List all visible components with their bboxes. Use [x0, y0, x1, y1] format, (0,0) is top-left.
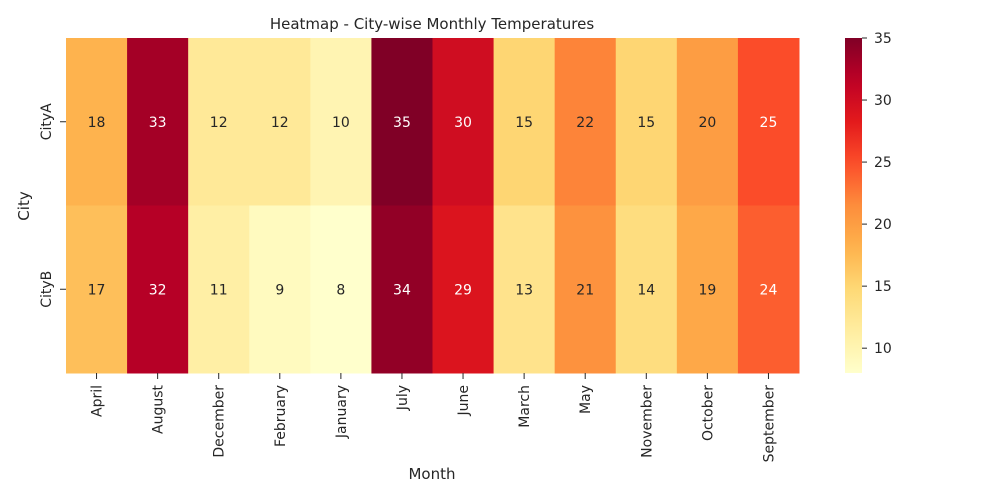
- chart-title: Heatmap - City-wise Monthly Temperatures: [270, 15, 594, 33]
- heatmap-cell: [676, 38, 739, 206]
- x-axis-title: Month: [408, 465, 455, 483]
- cell-value-label: 35: [393, 115, 411, 131]
- heatmap-cell: [249, 205, 311, 374]
- x-tick-label: November: [639, 385, 655, 458]
- x-tick-label: March: [517, 385, 533, 428]
- x-tick-label: January: [334, 385, 350, 439]
- colorbar-tick-label: 15: [874, 279, 892, 295]
- cell-value-label: 22: [576, 115, 594, 131]
- heatmap-cell: [127, 38, 189, 206]
- x-tick-label: December: [212, 385, 228, 458]
- heatmap-cell: [188, 205, 250, 374]
- heatmap-cell: [188, 38, 250, 206]
- heatmap-cell: [127, 205, 189, 374]
- heatmap-cell: [432, 38, 495, 206]
- cell-value-label: 21: [576, 282, 594, 298]
- y-tick-label: CityB: [39, 271, 55, 308]
- cell-value-label: 18: [88, 115, 106, 131]
- y-tick-label: CityA: [39, 103, 55, 140]
- heatmap-cell: [676, 205, 739, 374]
- x-tick-label: July: [395, 385, 411, 411]
- heatmap-cell: [615, 205, 678, 374]
- colorbar-gradient: [845, 38, 862, 373]
- heatmap-cell: [737, 38, 800, 206]
- heatmap-cell: [615, 38, 678, 206]
- cell-value-label: 13: [515, 282, 533, 298]
- cell-value-label: 25: [760, 115, 778, 131]
- cell-value-label: 11: [210, 282, 228, 298]
- cell-value-label: 30: [454, 115, 472, 131]
- colorbar-tick-label: 20: [874, 217, 892, 233]
- heatmap-cell: [554, 205, 617, 374]
- y-axis-title: City: [15, 191, 33, 221]
- x-tick-label: August: [151, 384, 167, 434]
- heatmap-cell: [493, 38, 556, 206]
- x-tick-label: February: [273, 385, 289, 447]
- cell-value-label: 15: [637, 115, 655, 131]
- x-tick-labels: April August December February January July Ju…: [90, 373, 777, 463]
- colorbar-tick-label: 25: [874, 155, 892, 171]
- heatmap-cells: 18 33 12 12 10 35 30 15 22 15 20 25 17 32 11 9 8 34 29 13 21…: [66, 38, 800, 374]
- x-tick-label: September: [761, 385, 777, 463]
- cell-value-label: 9: [275, 282, 284, 298]
- x-tick-label: June: [456, 385, 472, 417]
- colorbar-tick-label: 35: [874, 31, 892, 47]
- x-tick-label: May: [578, 385, 594, 414]
- heatmap-cell: [737, 205, 800, 374]
- cell-value-label: 10: [332, 115, 350, 131]
- cell-value-label: 8: [336, 282, 345, 298]
- cell-value-label: 12: [271, 115, 289, 131]
- cell-value-label: 19: [698, 282, 716, 298]
- x-tick-label: October: [700, 385, 716, 441]
- heatmap-cell: [493, 205, 556, 374]
- heatmap-cell: [310, 205, 372, 374]
- cell-value-label: 14: [637, 282, 655, 298]
- x-tick-label: April: [90, 385, 106, 417]
- cell-value-label: 15: [515, 115, 533, 131]
- heatmap-cell: [249, 38, 311, 206]
- cell-value-label: 17: [88, 282, 106, 298]
- colorbar-tick-label: 30: [874, 93, 892, 109]
- heatmap-cell: [66, 205, 128, 374]
- cell-value-label: 24: [760, 282, 778, 298]
- heatmap-cell: [554, 38, 617, 206]
- cell-value-label: 32: [149, 282, 167, 298]
- heatmap-cell: [371, 205, 433, 374]
- cell-value-label: 33: [149, 115, 167, 131]
- cell-value-label: 12: [210, 115, 228, 131]
- heatmap-cell: [310, 38, 372, 206]
- heatmap-cell: [432, 205, 495, 374]
- heatmap-cell: [371, 38, 433, 206]
- colorbar: 10 15 20 25 30 35: [845, 31, 892, 373]
- cell-value-label: 20: [698, 115, 716, 131]
- cell-value-label: 34: [393, 282, 411, 298]
- colorbar-tick-label: 10: [874, 341, 892, 357]
- y-tick-labels: CityA CityB: [39, 103, 66, 308]
- cell-value-label: 29: [454, 282, 472, 298]
- heatmap-cell: [66, 38, 128, 206]
